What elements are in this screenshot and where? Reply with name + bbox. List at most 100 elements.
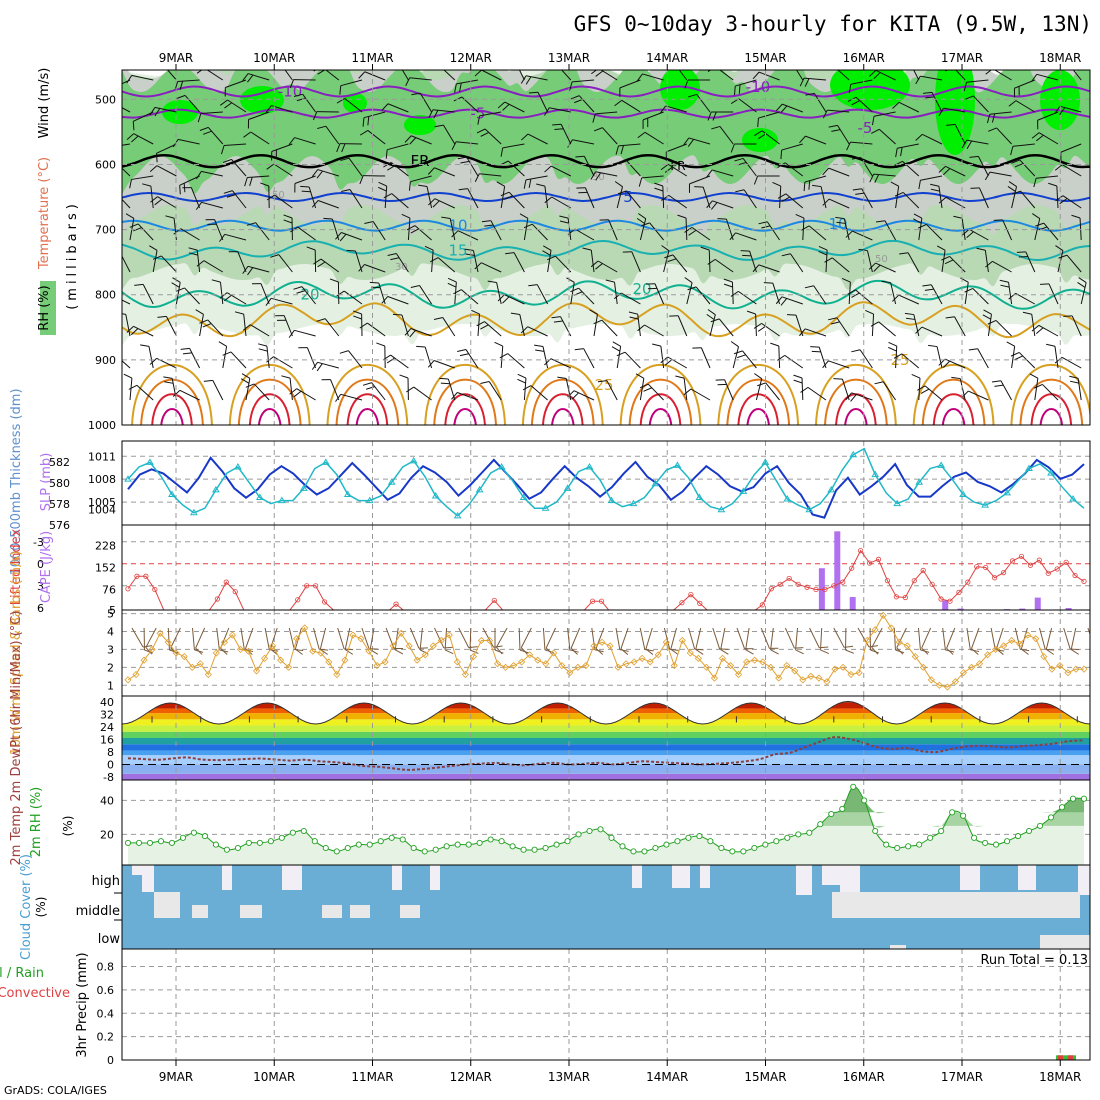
wind-barb-flag bbox=[1022, 311, 1032, 315]
wind-barb-flag bbox=[165, 215, 175, 219]
surface-temp-loop bbox=[355, 408, 379, 425]
wind-barb-flag bbox=[582, 247, 592, 251]
wind-speed-marker bbox=[1072, 665, 1080, 673]
rh-legend-swatch bbox=[40, 281, 56, 335]
wind-barb bbox=[443, 124, 456, 145]
wind-speed-marker bbox=[212, 649, 220, 657]
wind-barb bbox=[606, 380, 618, 401]
wind-barb bbox=[530, 385, 548, 401]
wind-speed-marker bbox=[333, 670, 341, 679]
wind-barb-flag bbox=[835, 216, 845, 220]
rh2m-marker bbox=[1069, 795, 1077, 802]
wind-speed-marker bbox=[799, 676, 807, 684]
wind-barb bbox=[1042, 384, 1059, 401]
wind-barb bbox=[1036, 175, 1059, 179]
wind-barb bbox=[902, 160, 920, 177]
wind-barb-flag bbox=[1058, 254, 1068, 259]
precip-convective-label: Convective bbox=[0, 986, 70, 1001]
wind-barb bbox=[663, 627, 671, 650]
wind-barb-flag bbox=[224, 102, 233, 109]
wind-barb-flag bbox=[500, 147, 504, 157]
wind-barb bbox=[301, 286, 316, 305]
wind-barb-flag bbox=[1038, 226, 1048, 231]
slp-marker bbox=[629, 499, 638, 507]
wind-speed-marker bbox=[710, 674, 719, 682]
rh2m-marker bbox=[674, 838, 681, 845]
wind-barb-flag bbox=[617, 190, 627, 195]
slp-marker bbox=[959, 490, 968, 497]
wind-barb-flag bbox=[661, 245, 670, 252]
wind-barb bbox=[129, 378, 133, 401]
wind-barb bbox=[469, 627, 472, 651]
surface-temp-loop bbox=[1030, 393, 1072, 425]
wind-speed-marker bbox=[887, 624, 895, 632]
surface-temp-loop bbox=[1039, 408, 1063, 425]
wind-barb-flag bbox=[295, 648, 303, 655]
wind-barb bbox=[570, 627, 581, 649]
wind-barb-flag bbox=[664, 254, 674, 259]
wind-barb-flag bbox=[316, 363, 323, 372]
cape-bar bbox=[1065, 607, 1072, 610]
wind-barb-flag bbox=[667, 258, 677, 263]
wind-barb-flag bbox=[923, 91, 933, 94]
cloud-gap-high bbox=[1018, 865, 1036, 890]
wind-barb-flag bbox=[559, 215, 569, 219]
cloud-gap-high bbox=[840, 865, 860, 892]
wind-barb bbox=[943, 107, 966, 113]
wind-barb-flag bbox=[976, 247, 986, 251]
wind-barb bbox=[644, 324, 664, 337]
wind-barb-flag bbox=[1033, 178, 1037, 188]
wind-speed-marker bbox=[285, 663, 293, 671]
wind-barb-flag bbox=[499, 353, 509, 359]
wind-barb-flag bbox=[595, 172, 601, 181]
li-marker bbox=[321, 599, 328, 605]
wind-barb-flag bbox=[570, 647, 578, 655]
wind-barb bbox=[968, 390, 989, 401]
wind-barb-flag bbox=[659, 105, 667, 114]
li-marker bbox=[965, 579, 971, 585]
wind-barb bbox=[685, 217, 688, 241]
wind-barb bbox=[882, 381, 897, 401]
wind-barb bbox=[294, 175, 316, 184]
wind-barb-flag bbox=[381, 296, 389, 304]
wind-barb bbox=[250, 324, 270, 337]
wind-barb-flag bbox=[707, 111, 712, 121]
temp-color-band bbox=[122, 764, 1090, 774]
wind-barb bbox=[1043, 222, 1059, 241]
wind-barb bbox=[324, 318, 340, 337]
slp-marker bbox=[563, 484, 572, 491]
surface-temp-loop bbox=[824, 378, 888, 425]
wind-barb bbox=[695, 286, 711, 305]
wind-tick-label: 1 bbox=[107, 679, 114, 692]
li-marker bbox=[1009, 558, 1016, 564]
wind-barb bbox=[719, 126, 734, 145]
temp-contour bbox=[122, 219, 1090, 232]
wind-barb-flag bbox=[218, 341, 227, 347]
wind-barb-flag bbox=[164, 381, 174, 384]
wind-barb bbox=[696, 94, 711, 113]
wind-barb-flag bbox=[522, 385, 532, 391]
wind-barb-flag bbox=[677, 214, 687, 219]
wind-barb-flag bbox=[544, 165, 552, 173]
wind-barb bbox=[618, 143, 641, 147]
date-label-bottom: 15MAR bbox=[744, 1070, 786, 1084]
wind-barb-flag bbox=[824, 257, 833, 263]
date-label-top: 14MAR bbox=[646, 51, 688, 65]
wind-barb bbox=[621, 99, 641, 113]
rh-axis-label: RH (%) bbox=[37, 285, 52, 330]
wind-barb-flag bbox=[378, 186, 387, 192]
wind-barb bbox=[125, 314, 131, 337]
wind-barb bbox=[1034, 378, 1039, 401]
wind-barb-flag bbox=[220, 145, 225, 155]
cloud-gap-high bbox=[392, 865, 402, 890]
wind-barb bbox=[504, 294, 525, 305]
wind-barb-flag bbox=[846, 141, 851, 151]
wind-barb-flag bbox=[966, 231, 974, 238]
surface-temp-loop bbox=[151, 393, 193, 425]
cape-li-plot bbox=[125, 531, 1087, 610]
wind-barb-flag bbox=[808, 180, 811, 190]
wind-barb-flag bbox=[892, 294, 900, 302]
wind-barb-flag bbox=[597, 380, 607, 383]
wind-barb-flag bbox=[707, 70, 712, 72]
li-marker bbox=[911, 578, 917, 584]
